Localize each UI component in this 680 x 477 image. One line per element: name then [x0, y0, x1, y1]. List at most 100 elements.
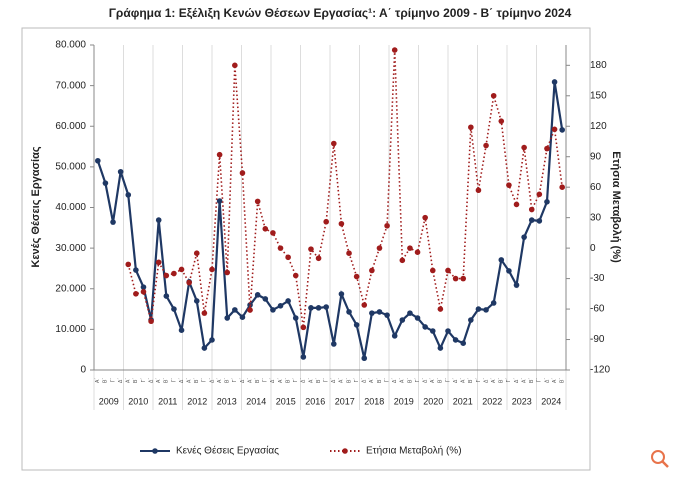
data-point: [369, 310, 375, 316]
year-label: 2023: [512, 396, 532, 406]
x-tick-label: Α΄: [95, 378, 101, 383]
data-point: [285, 298, 291, 304]
data-point: [460, 275, 467, 282]
data-point: [163, 293, 170, 299]
data-point: [437, 345, 444, 351]
y-tick-label: 40.000: [55, 202, 86, 213]
y2-tick-label: -120: [590, 365, 610, 376]
data-point: [475, 187, 482, 194]
data-point: [247, 307, 253, 313]
data-point: [110, 219, 116, 225]
year-label: 2016: [305, 396, 325, 406]
data-point: [490, 300, 497, 306]
data-point: [376, 245, 383, 251]
data-point: [209, 266, 215, 273]
x-tick-label: Γ΄: [293, 378, 299, 383]
data-point: [445, 267, 451, 274]
data-point: [483, 142, 489, 149]
data-point: [429, 267, 436, 274]
data-point: [528, 206, 535, 213]
y-tick-label: 70.000: [55, 80, 86, 91]
year-label: 2022: [482, 396, 502, 406]
data-point: [506, 182, 512, 188]
y2-tick-label: 30: [590, 212, 602, 223]
zoom-icon[interactable]: [651, 450, 669, 468]
data-point: [490, 92, 497, 99]
data-point: [292, 272, 299, 279]
data-point: [468, 124, 474, 131]
x-tick-label: Δ΄: [301, 378, 307, 383]
data-point: [361, 355, 368, 362]
x-tick-label: Β΄: [560, 378, 566, 383]
data-point: [155, 217, 162, 223]
data-point: [232, 307, 238, 313]
data-point: [513, 201, 520, 208]
x-tick-label: Γ΄: [384, 378, 390, 383]
x-tick-label: Δ΄: [453, 378, 459, 383]
data-point: [201, 310, 208, 316]
data-point: [300, 324, 307, 331]
data-point: [216, 198, 223, 204]
data-point: [460, 340, 467, 346]
data-point: [407, 310, 413, 316]
data-point: [361, 302, 368, 308]
x-tick-label: Β΄: [377, 378, 383, 383]
year-label: 2018: [364, 396, 384, 406]
year-label: 2011: [158, 396, 177, 406]
x-tick-label: Β΄: [194, 378, 200, 383]
year-label: 2010: [128, 396, 148, 406]
data-point: [391, 47, 398, 53]
y2-tick-label: 120: [590, 121, 607, 132]
legend-marker: [342, 448, 348, 454]
x-tick-label: Α΄: [156, 378, 162, 383]
x-tick-label: Γ΄: [324, 378, 330, 383]
x-tick-label: Β΄: [133, 378, 139, 383]
x-tick-label: Γ΄: [476, 378, 482, 383]
y2-tick-label: -60: [590, 304, 605, 315]
data-point: [193, 250, 200, 257]
x-tick-label: Α΄: [186, 378, 192, 383]
year-label: 2017: [335, 396, 355, 406]
x-tick-label: Δ΄: [362, 378, 368, 383]
x-tick-label: Δ΄: [514, 378, 520, 383]
data-point: [209, 337, 215, 343]
x-tick-label: Δ΄: [118, 378, 124, 383]
data-point: [346, 250, 352, 257]
data-point: [308, 305, 314, 311]
data-point: [224, 315, 231, 321]
data-point: [536, 218, 543, 224]
data-point: [270, 307, 276, 313]
x-tick-label: Β΄: [529, 378, 535, 383]
y2-tick-label: -30: [590, 273, 605, 284]
y-tick-label: 10.000: [55, 324, 86, 335]
data-point: [102, 180, 109, 186]
x-tick-label: Γ΄: [415, 378, 421, 383]
data-point: [224, 269, 231, 276]
x-tick-label: Δ΄: [544, 378, 550, 383]
data-point: [133, 291, 139, 297]
data-point: [148, 318, 154, 325]
data-point: [437, 306, 444, 312]
data-point: [140, 284, 147, 290]
data-point: [178, 266, 185, 273]
x-tick-label: Α΄: [430, 378, 436, 383]
data-point: [125, 192, 132, 198]
data-point: [308, 246, 314, 252]
data-point: [133, 267, 139, 273]
year-label: 2014: [246, 396, 266, 406]
x-tick-label: Α΄: [552, 378, 558, 383]
data-point: [285, 254, 291, 261]
data-point: [513, 282, 520, 288]
year-label: 2024: [541, 396, 561, 406]
x-tick-label: Δ΄: [270, 378, 276, 383]
x-tick-label: Β΄: [316, 378, 322, 383]
data-point: [407, 245, 413, 251]
data-point: [315, 255, 322, 262]
x-tick-label: Β΄: [225, 378, 231, 383]
data-point: [254, 292, 261, 298]
data-point: [506, 268, 512, 274]
y-tick-label: 30.000: [55, 243, 86, 254]
x-tick-label: Α΄: [400, 378, 406, 383]
data-point: [171, 270, 177, 277]
data-point: [399, 317, 406, 323]
